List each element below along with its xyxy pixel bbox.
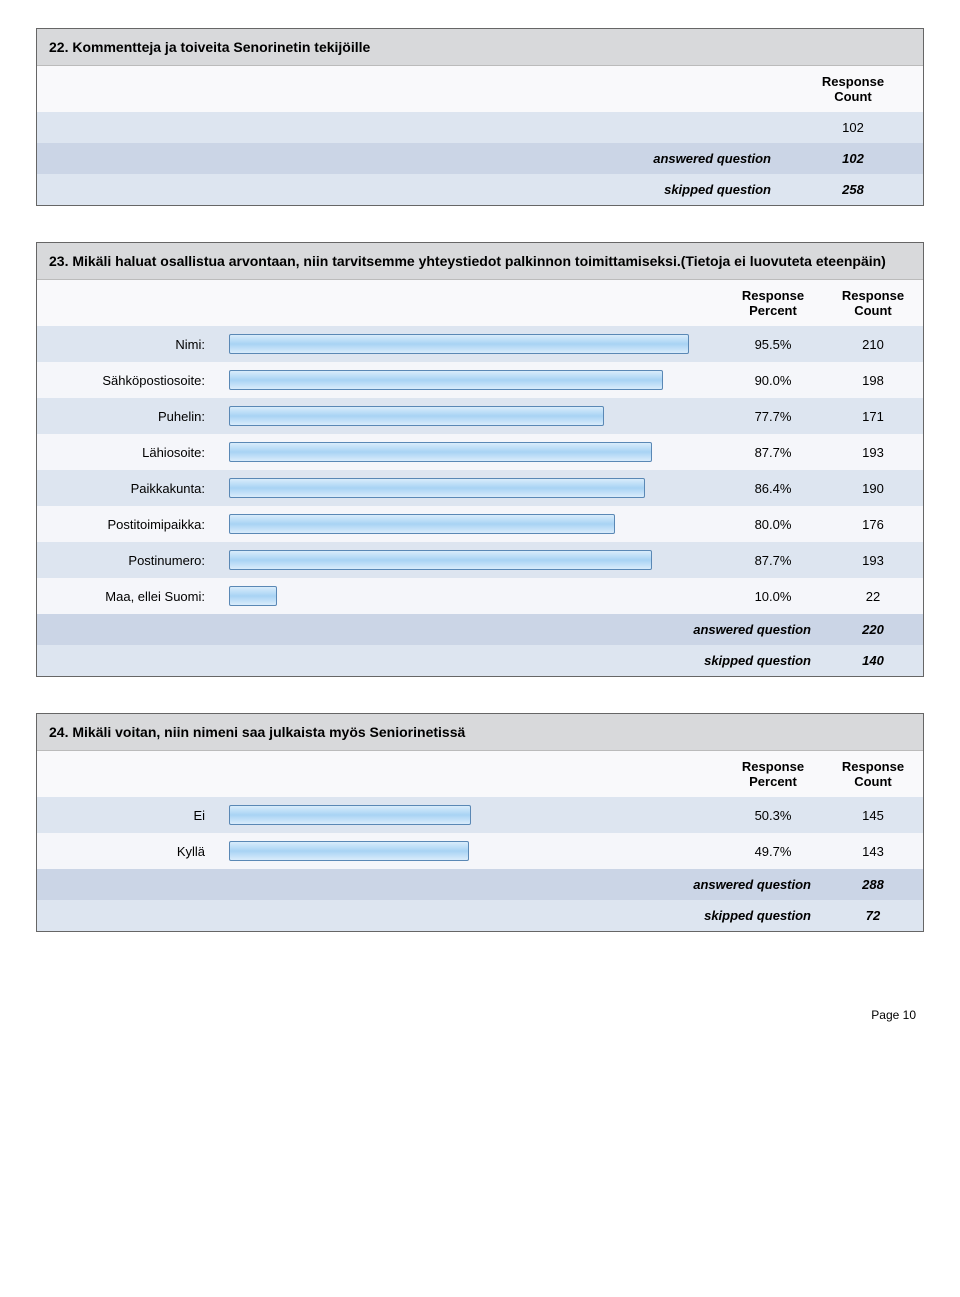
row-bar-cell xyxy=(217,506,723,542)
row-bar-cell xyxy=(217,578,723,614)
q22-response-header: Response Count xyxy=(783,66,923,112)
q24-title: 24. Mikäli voitan, niin nimeni saa julka… xyxy=(37,714,923,751)
q22-skipped-value: 258 xyxy=(783,174,923,205)
row-label: Nimi: xyxy=(37,326,217,362)
percent-bar xyxy=(229,805,471,825)
row-percent: 10.0% xyxy=(723,578,823,614)
q23-skipped-value: 140 xyxy=(823,645,923,676)
row-bar-cell xyxy=(217,362,723,398)
q24-table: ResponsePercent ResponseCount Ei 50.3%145… xyxy=(37,751,923,931)
row-label: Postinumero: xyxy=(37,542,217,578)
table-row: Maa, ellei Suomi: 10.0%22 xyxy=(37,578,923,614)
question-22-block: 22. Kommentteja ja toiveita Senorinetin … xyxy=(36,28,924,206)
question-23-block: 23. Mikäli haluat osallistua arvontaan, … xyxy=(36,242,924,677)
row-label: Maa, ellei Suomi: xyxy=(37,578,217,614)
table-row: Postinumero: 87.7%193 xyxy=(37,542,923,578)
percent-bar xyxy=(229,841,469,861)
q24-answered-label: answered question xyxy=(37,869,823,900)
q23-answered-label: answered question xyxy=(37,614,823,645)
row-count: 145 xyxy=(823,797,923,833)
row-label: Sähköpostiosoite: xyxy=(37,362,217,398)
q23-title: 23. Mikäli haluat osallistua arvontaan, … xyxy=(37,243,923,280)
row-percent: 77.7% xyxy=(723,398,823,434)
q22-skipped-label: skipped question xyxy=(37,174,783,205)
q22-table: Response Count 102 answered question 102… xyxy=(37,66,923,205)
q22-answered-label: answered question xyxy=(37,143,783,174)
q23-percent-header: ResponsePercent xyxy=(723,280,823,326)
row-count: 198 xyxy=(823,362,923,398)
percent-bar xyxy=(229,478,645,498)
percent-bar xyxy=(229,550,652,570)
row-percent: 87.7% xyxy=(723,542,823,578)
table-row: Nimi: 95.5%210 xyxy=(37,326,923,362)
table-row: Ei 50.3%145 xyxy=(37,797,923,833)
percent-bar xyxy=(229,442,652,462)
table-row: Postitoimipaikka: 80.0%176 xyxy=(37,506,923,542)
percent-bar xyxy=(229,370,663,390)
row-count: 171 xyxy=(823,398,923,434)
q23-count-header: ResponseCount xyxy=(823,280,923,326)
row-count: 22 xyxy=(823,578,923,614)
row-bar-cell xyxy=(217,326,723,362)
row-bar-cell xyxy=(217,470,723,506)
q22-title: 22. Kommentteja ja toiveita Senorinetin … xyxy=(37,29,923,66)
row-count: 210 xyxy=(823,326,923,362)
row-label: Postitoimipaikka: xyxy=(37,506,217,542)
row-label: Puhelin: xyxy=(37,398,217,434)
row-bar-cell xyxy=(217,542,723,578)
q24-count-header: ResponseCount xyxy=(823,751,923,797)
row-count: 176 xyxy=(823,506,923,542)
table-row: Sähköpostiosoite: 90.0%198 xyxy=(37,362,923,398)
percent-bar xyxy=(229,586,277,606)
q24-answered-value: 288 xyxy=(823,869,923,900)
row-bar-cell xyxy=(217,833,723,869)
row-bar-cell xyxy=(217,797,723,833)
percent-bar xyxy=(229,334,689,354)
q24-skipped-label: skipped question xyxy=(37,900,823,931)
table-row: Paikkakunta: 86.4%190 xyxy=(37,470,923,506)
table-row: Kyllä 49.7%143 xyxy=(37,833,923,869)
row-percent: 50.3% xyxy=(723,797,823,833)
row-count: 193 xyxy=(823,434,923,470)
row-percent: 87.7% xyxy=(723,434,823,470)
row-count: 193 xyxy=(823,542,923,578)
row-percent: 80.0% xyxy=(723,506,823,542)
row-bar-cell xyxy=(217,434,723,470)
row-count: 190 xyxy=(823,470,923,506)
q24-skipped-value: 72 xyxy=(823,900,923,931)
q24-percent-header: ResponsePercent xyxy=(723,751,823,797)
q23-table: ResponsePercent ResponseCount Nimi: 95.5%… xyxy=(37,280,923,676)
table-row: Lähiosoite: 87.7%193 xyxy=(37,434,923,470)
q22-count-value: 102 xyxy=(783,112,923,143)
q23-skipped-label: skipped question xyxy=(37,645,823,676)
row-percent: 95.5% xyxy=(723,326,823,362)
percent-bar xyxy=(229,514,615,534)
row-label: Kyllä xyxy=(37,833,217,869)
q22-answered-value: 102 xyxy=(783,143,923,174)
row-count: 143 xyxy=(823,833,923,869)
row-bar-cell xyxy=(217,398,723,434)
percent-bar xyxy=(229,406,604,426)
row-label: Ei xyxy=(37,797,217,833)
row-percent: 90.0% xyxy=(723,362,823,398)
table-row: Puhelin: 77.7%171 xyxy=(37,398,923,434)
row-percent: 86.4% xyxy=(723,470,823,506)
q23-answered-value: 220 xyxy=(823,614,923,645)
row-percent: 49.7% xyxy=(723,833,823,869)
page-number: Page 10 xyxy=(36,968,924,1022)
row-label: Paikkakunta: xyxy=(37,470,217,506)
question-24-block: 24. Mikäli voitan, niin nimeni saa julka… xyxy=(36,713,924,932)
row-label: Lähiosoite: xyxy=(37,434,217,470)
